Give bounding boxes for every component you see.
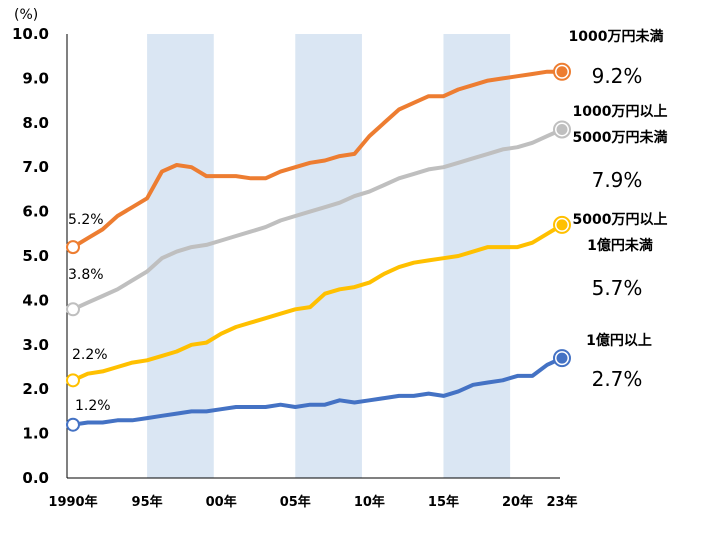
series-layer: 5.2% 1000万円未満 9.2% 3.8% 1000万円以上 5000万円未満 7.9%… (66, 28, 668, 432)
x-tick-label: 10年 (354, 494, 385, 510)
series-start-label: 3.8% (68, 267, 104, 283)
y-tick-label: 2.0 (22, 380, 49, 398)
y-tick-label: 0.0 (22, 469, 49, 487)
series-line (71, 222, 564, 383)
shaded-period-2 (295, 34, 362, 478)
series-line (71, 356, 564, 427)
x-tick-label: 00年 (206, 494, 237, 510)
x-tick-labels: 1990年 95年 00年 05年 10年 15年 20年 23年 (48, 494, 577, 510)
series-name-label: 1億円以上 (586, 332, 652, 349)
series-end-value-label: 2.7% (592, 367, 643, 391)
y-tick-label: 7.0 (22, 158, 49, 176)
y-tick-label: 9.0 (22, 69, 49, 87)
y-tick-label: 10.0 (12, 25, 49, 43)
series-name-label: 1000万円以上 (573, 104, 668, 120)
series-1: 5.2% 1000万円未満 9.2% (66, 28, 664, 255)
series-4: 1.2% 1億円以上 2.7% (66, 332, 652, 432)
shaded-period-1 (147, 34, 214, 478)
series-end-marker (556, 123, 568, 135)
series-name-label: 5000万円未満 (573, 129, 668, 146)
series-start-label: 5.2% (68, 212, 104, 228)
y-tick-label: 8.0 (22, 114, 49, 132)
series-start-label: 1.2% (75, 398, 111, 414)
series-name-label: 5000万円以上 (573, 212, 668, 228)
series-end-marker (556, 352, 568, 364)
series-2: 3.8% 1000万円以上 5000万円未満 7.9% (66, 104, 668, 317)
y-tick-labels: 0.0 1.0 2.0 3.0 4.0 5.0 6.0 7.0 8.0 9.0 10.0 (12, 25, 49, 487)
series-name-label: 1億円未満 (587, 237, 653, 254)
y-tick-label: 6.0 (22, 203, 49, 221)
series-line (71, 69, 564, 250)
series-end-value-label: 5.7% (592, 276, 643, 300)
series-name-label: 1000万円未満 (569, 28, 664, 45)
series-start-marker (66, 373, 80, 388)
x-tick-label: 95年 (132, 494, 163, 510)
shaded-periods (147, 34, 511, 478)
y-tick-label: 5.0 (22, 247, 49, 265)
series-end-value-label: 7.9% (592, 168, 643, 192)
series-end-marker (556, 219, 568, 231)
series-end-marker (556, 66, 568, 78)
x-tick-label: 05年 (280, 494, 311, 510)
x-tick-label: 23年 (546, 494, 577, 510)
x-tick-label: 20年 (502, 494, 533, 510)
series-start-marker (66, 240, 80, 255)
series-end-value-label: 9.2% (592, 64, 643, 88)
x-tick-label: 1990年 (48, 494, 97, 510)
series-start-marker (66, 417, 80, 432)
y-tick-label: 3.0 (22, 336, 49, 354)
series-3: 2.2% 5000万円以上 1億円未満 5.7% (66, 212, 668, 388)
series-line (71, 127, 564, 312)
series-start-marker (66, 302, 80, 317)
series-start-label: 2.2% (72, 347, 108, 363)
y-tick-label: 1.0 (22, 425, 49, 443)
y-tick-label: 4.0 (22, 291, 49, 309)
y-axis-unit-label: (%) (14, 7, 38, 23)
x-tick-label: 15年 (428, 494, 459, 510)
